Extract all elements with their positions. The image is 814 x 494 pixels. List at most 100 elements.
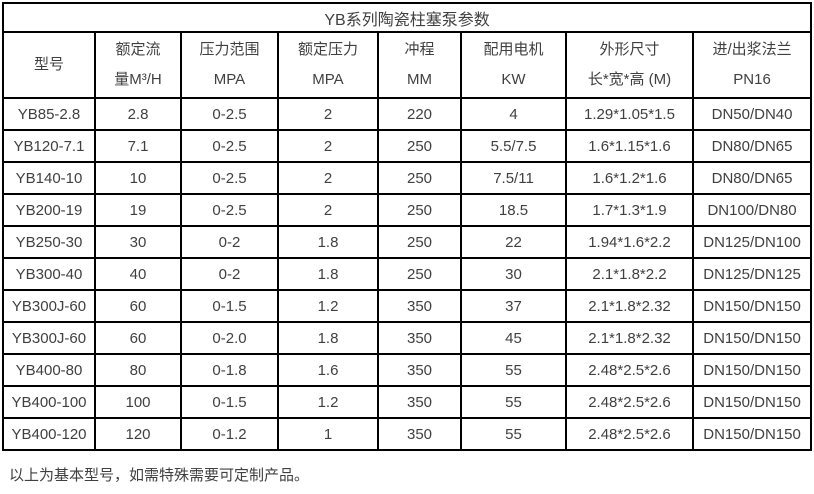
footnote-text: 以上为基本型号，如需特殊需要可定制产品。 bbox=[9, 467, 310, 484]
cell-motor-power: 18.5 bbox=[460, 193, 567, 227]
cell-rated-pressure: 1 bbox=[277, 417, 379, 451]
table-row: YB300J-60 60 0-2.0 1.8 350 45 2.1*1.8*2.… bbox=[2, 321, 813, 355]
cell-pressure-range: 0-1.8 bbox=[180, 353, 279, 387]
cell-motor-power: 4 bbox=[460, 97, 567, 131]
table-row: YB400-80 80 0-1.8 1.6 350 55 2.48*2.5*2.… bbox=[2, 353, 813, 387]
col-header-dimensions-line1: 外形尺寸 bbox=[599, 41, 660, 58]
cell-rated-pressure: 2 bbox=[277, 193, 379, 227]
cell-stroke: 350 bbox=[377, 385, 462, 419]
cell-flange: DN50/DN40 bbox=[691, 97, 813, 131]
cell-rated-pressure: 2 bbox=[277, 161, 379, 195]
cell-pressure-range: 0-1.5 bbox=[180, 385, 279, 419]
cell-model: YB200-19 bbox=[2, 193, 96, 227]
col-header-stroke: 冲程 MM bbox=[377, 31, 462, 99]
cell-pressure-range: 0-2 bbox=[180, 225, 279, 259]
cell-motor-power: 55 bbox=[460, 417, 567, 451]
table-title: YB系列陶瓷柱塞泵参数 bbox=[1, 2, 813, 33]
cell-pressure-range: 0-1.5 bbox=[180, 289, 279, 323]
cell-dimensions: 1.6*1.2*1.6 bbox=[565, 161, 694, 195]
col-header-pressure-range-line2: MPA bbox=[213, 71, 246, 88]
cell-rated-pressure: 1.8 bbox=[277, 321, 379, 355]
col-header-rated-flow-line2: 量M³/H bbox=[114, 71, 162, 88]
cell-flange: DN150/DN150 bbox=[691, 289, 813, 323]
col-header-rated-flow: 额定流 量M³/H bbox=[94, 31, 182, 99]
cell-rated-flow: 120 bbox=[94, 417, 182, 451]
table-row: YB400-100 100 0-1.5 1.2 350 55 2.48*2.5*… bbox=[2, 385, 813, 419]
cell-pressure-range: 0-1.2 bbox=[180, 417, 279, 451]
cell-motor-power: 30 bbox=[460, 257, 567, 291]
cell-flange: DN150/DN150 bbox=[691, 353, 813, 387]
col-header-motor-power-line2: KW bbox=[501, 71, 526, 88]
cell-flange: DN150/DN150 bbox=[691, 417, 813, 451]
cell-dimensions: 1.7*1.3*1.9 bbox=[565, 193, 694, 227]
cell-model: YB400-100 bbox=[2, 385, 96, 419]
cell-rated-flow: 7.1 bbox=[94, 129, 182, 163]
col-header-motor-power: 配用电机 KW bbox=[460, 31, 567, 99]
cell-flange: DN80/DN65 bbox=[691, 161, 813, 195]
cell-model: YB400-120 bbox=[2, 417, 96, 451]
cell-rated-pressure: 1.8 bbox=[277, 225, 379, 259]
cell-rated-flow: 2.8 bbox=[94, 97, 182, 131]
table-row: YB250-30 30 0-2 1.8 250 22 1.94*1.6*2.2 … bbox=[2, 225, 813, 259]
cell-stroke: 350 bbox=[377, 417, 462, 451]
col-header-stroke-line1: 冲程 bbox=[404, 41, 435, 58]
col-header-flange-line1: 进/出浆法兰 bbox=[712, 41, 792, 58]
cell-rated-pressure: 2 bbox=[277, 129, 379, 163]
cell-rated-flow: 19 bbox=[94, 193, 182, 227]
cell-rated-flow: 60 bbox=[94, 289, 182, 323]
table-row: YB85-2.8 2.8 0-2.5 2 220 4 1.29*1.05*1.5… bbox=[2, 97, 813, 131]
col-header-dimensions-line2: 长*宽*高 (M) bbox=[587, 71, 672, 88]
cell-stroke: 250 bbox=[377, 129, 462, 163]
cell-model: YB400-80 bbox=[2, 353, 96, 387]
cell-dimensions: 1.94*1.6*2.2 bbox=[565, 225, 694, 259]
cell-rated-pressure: 1.8 bbox=[277, 257, 379, 291]
cell-flange: DN125/DN125 bbox=[691, 257, 813, 291]
cell-dimensions: 2.48*2.5*2.6 bbox=[565, 353, 694, 387]
cell-stroke: 350 bbox=[377, 321, 462, 355]
cell-rated-pressure: 2 bbox=[277, 97, 379, 131]
cell-model: YB120-7.1 bbox=[2, 129, 96, 163]
cell-rated-flow: 40 bbox=[94, 257, 182, 291]
cell-dimensions: 2.1*1.8*2.32 bbox=[565, 321, 694, 355]
cell-rated-flow: 100 bbox=[94, 385, 182, 419]
cell-motor-power: 45 bbox=[460, 321, 567, 355]
cell-pressure-range: 0-2.5 bbox=[180, 129, 279, 163]
col-header-model-line1: 型号 bbox=[33, 56, 64, 73]
col-header-motor-power-line1: 配用电机 bbox=[483, 41, 544, 58]
cell-flange: DN100/DN80 bbox=[691, 193, 813, 227]
cell-motor-power: 55 bbox=[460, 353, 567, 387]
cell-model: YB300J-60 bbox=[2, 321, 96, 355]
col-header-dimensions: 外形尺寸 长*宽*高 (M) bbox=[565, 31, 694, 99]
col-header-model: 型号 bbox=[2, 31, 96, 99]
cell-rated-pressure: 1.2 bbox=[277, 385, 379, 419]
cell-dimensions: 2.48*2.5*2.6 bbox=[565, 385, 694, 419]
cell-dimensions: 2.48*2.5*2.6 bbox=[565, 417, 694, 451]
cell-motor-power: 5.5/7.5 bbox=[460, 129, 567, 163]
cell-flange: DN125/DN100 bbox=[691, 225, 813, 259]
cell-flange: DN150/DN150 bbox=[691, 321, 813, 355]
cell-motor-power: 22 bbox=[460, 225, 567, 259]
cell-rated-flow: 10 bbox=[94, 161, 182, 195]
col-header-rated-pressure-line1: 额定压力 bbox=[297, 41, 358, 58]
cell-rated-flow: 30 bbox=[94, 225, 182, 259]
cell-motor-power: 55 bbox=[460, 385, 567, 419]
col-header-flange: 进/出浆法兰 PN16 bbox=[691, 31, 813, 99]
cell-stroke: 250 bbox=[377, 225, 462, 259]
col-header-rated-pressure-line2: MPA bbox=[312, 71, 344, 88]
cell-stroke: 350 bbox=[377, 353, 462, 387]
cell-model: YB300-40 bbox=[2, 257, 96, 291]
cell-model: YB250-30 bbox=[2, 225, 96, 259]
table-row: YB300-40 40 0-2 1.8 250 30 2.1*1.8*2.2 D… bbox=[2, 257, 813, 291]
table-row: YB400-120 120 0-1.2 1 350 55 2.48*2.5*2.… bbox=[2, 417, 813, 451]
table-row: YB120-7.1 7.1 0-2.5 2 250 5.5/7.5 1.6*1.… bbox=[2, 129, 813, 163]
table-row: YB200-19 19 0-2.5 2 250 18.5 1.7*1.3*1.9… bbox=[2, 193, 813, 227]
cell-model: YB140-10 bbox=[2, 161, 96, 195]
cell-dimensions: 1.6*1.15*1.6 bbox=[565, 129, 694, 163]
cell-model: YB300J-60 bbox=[2, 289, 96, 323]
col-header-pressure-range: 压力范围 MPA bbox=[180, 31, 279, 99]
cell-dimensions: 2.1*1.8*2.2 bbox=[565, 257, 694, 291]
cell-pressure-range: 0-2.5 bbox=[180, 97, 279, 131]
table-header-row: 型号 额定流 量M³/H 压力范围 MPA 额定压力 MPA 冲程 MM 配用电… bbox=[2, 31, 813, 99]
cell-dimensions: 1.29*1.05*1.5 bbox=[565, 97, 694, 131]
